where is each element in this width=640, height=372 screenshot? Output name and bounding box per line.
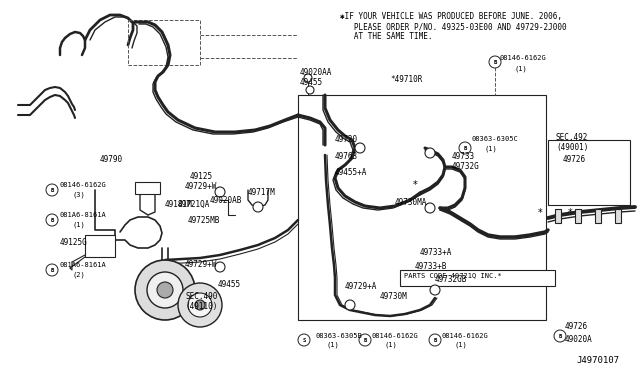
Text: 081A6-8161A: 081A6-8161A: [60, 212, 107, 218]
Circle shape: [345, 300, 355, 310]
Bar: [555, 209, 561, 223]
Text: SEC.492: SEC.492: [556, 133, 588, 142]
Circle shape: [147, 272, 183, 308]
Circle shape: [425, 148, 435, 158]
Text: 49020A: 49020A: [565, 335, 593, 344]
Text: (1): (1): [454, 342, 467, 349]
Text: 49020AB: 49020AB: [210, 196, 243, 205]
Circle shape: [304, 74, 312, 82]
Text: 49732GB: 49732GB: [435, 275, 467, 284]
Text: 49717M: 49717M: [248, 188, 276, 197]
Text: 49181M: 49181M: [165, 200, 193, 209]
Text: ✱IF YOUR VEHICLE WAS PRODUCED BEFORE JUNE. 2006,: ✱IF YOUR VEHICLE WAS PRODUCED BEFORE JUN…: [340, 12, 562, 21]
Text: 49733+B: 49733+B: [415, 262, 447, 271]
Text: *49710R: *49710R: [390, 75, 422, 84]
Text: 49763: 49763: [335, 152, 358, 161]
Text: B: B: [51, 187, 54, 192]
Text: 49790: 49790: [100, 155, 123, 164]
Text: 49730M: 49730M: [380, 292, 408, 301]
Text: S: S: [302, 337, 306, 343]
Circle shape: [178, 283, 222, 327]
Circle shape: [489, 56, 501, 68]
Circle shape: [554, 330, 566, 342]
Text: 49726: 49726: [565, 322, 588, 331]
Text: B: B: [558, 334, 562, 339]
Circle shape: [46, 184, 58, 196]
Bar: [548, 140, 630, 205]
Text: 49729+A: 49729+A: [345, 282, 378, 291]
Text: *: *: [538, 208, 542, 218]
Text: 08146-6162G: 08146-6162G: [372, 333, 419, 339]
Circle shape: [425, 203, 435, 213]
Text: 49729+W: 49729+W: [185, 260, 218, 269]
Text: (1): (1): [327, 342, 340, 349]
Text: 49733: 49733: [452, 152, 475, 161]
Circle shape: [135, 260, 195, 320]
Circle shape: [46, 214, 58, 226]
Circle shape: [215, 187, 225, 197]
Text: (49110): (49110): [185, 302, 218, 311]
Text: AT THE SAME TIME.: AT THE SAME TIME.: [340, 32, 433, 41]
Text: 08363-6305C: 08363-6305C: [472, 136, 519, 142]
Text: 49725MB: 49725MB: [188, 216, 220, 225]
Circle shape: [188, 293, 212, 317]
Circle shape: [157, 282, 173, 298]
Circle shape: [355, 143, 365, 153]
Text: *: *: [568, 208, 572, 218]
Text: 08146-6162G: 08146-6162G: [60, 182, 107, 188]
Text: PLEASE ORDER P/NO. 49325-03E00 AND 49729-2J000: PLEASE ORDER P/NO. 49325-03E00 AND 49729…: [340, 22, 566, 31]
Bar: [400, 270, 555, 286]
Bar: [575, 209, 581, 223]
Text: *: *: [413, 180, 417, 190]
Text: 49730MA: 49730MA: [395, 198, 428, 207]
Text: B: B: [433, 337, 436, 343]
Text: 49455: 49455: [300, 78, 323, 87]
Circle shape: [359, 334, 371, 346]
Text: 08146-6162G: 08146-6162G: [500, 55, 547, 61]
Text: PARTS CODE 49721Q INC.*: PARTS CODE 49721Q INC.*: [404, 272, 502, 278]
Text: 08363-6305B: 08363-6305B: [315, 333, 362, 339]
Text: 49729+W: 49729+W: [185, 182, 218, 191]
Text: 49726: 49726: [563, 155, 586, 164]
Text: B: B: [463, 145, 467, 151]
Text: (3): (3): [72, 191, 84, 198]
Circle shape: [195, 300, 205, 310]
Text: (1): (1): [72, 221, 84, 228]
Circle shape: [298, 334, 310, 346]
Bar: [595, 209, 601, 223]
Text: (1): (1): [484, 146, 497, 153]
Text: 081A6-8161A: 081A6-8161A: [60, 262, 107, 268]
Circle shape: [429, 334, 441, 346]
Text: 49721QA: 49721QA: [178, 200, 211, 209]
Text: (2): (2): [72, 271, 84, 278]
Text: 49720: 49720: [335, 135, 358, 144]
Text: B: B: [51, 267, 54, 273]
Text: B: B: [364, 337, 367, 343]
Text: 49732G: 49732G: [452, 162, 480, 171]
Text: 49733+A: 49733+A: [420, 248, 452, 257]
Bar: [615, 209, 621, 223]
Bar: [135, 182, 160, 194]
Circle shape: [306, 86, 314, 94]
Text: B: B: [51, 218, 54, 222]
Text: 49125: 49125: [190, 172, 213, 181]
Text: (49001): (49001): [556, 143, 588, 152]
Circle shape: [430, 285, 440, 295]
Text: (1): (1): [515, 65, 528, 71]
Text: SEC.490: SEC.490: [185, 292, 218, 301]
Text: 49125G: 49125G: [60, 238, 88, 247]
Text: B: B: [493, 60, 497, 64]
Text: 49455+A: 49455+A: [335, 168, 367, 177]
Circle shape: [46, 264, 58, 276]
Circle shape: [459, 142, 471, 154]
Bar: [85, 235, 115, 257]
Text: 49020AA: 49020AA: [300, 68, 332, 77]
Text: 08146-6162G: 08146-6162G: [442, 333, 489, 339]
Text: J4970107: J4970107: [576, 356, 619, 365]
Circle shape: [253, 202, 263, 212]
Text: 49455: 49455: [218, 280, 241, 289]
Circle shape: [215, 262, 225, 272]
Text: (1): (1): [384, 342, 397, 349]
Bar: [298, 95, 546, 320]
